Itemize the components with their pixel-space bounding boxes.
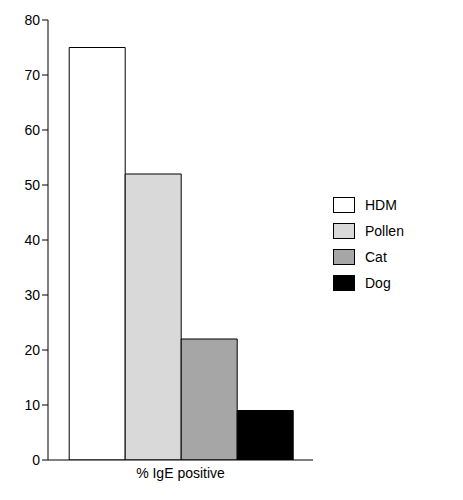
svg-text:60: 60	[24, 122, 40, 138]
html-text:HDM: HDM	[365, 197, 397, 213]
svg-text:40: 40	[24, 232, 40, 248]
svg-text:30: 30	[24, 287, 40, 303]
html-text:Cat: Cat	[365, 249, 387, 265]
svg-text:20: 20	[24, 342, 40, 358]
svg-text:50: 50	[24, 177, 40, 193]
svg-text:80: 80	[24, 12, 40, 28]
html-text:Pollen: Pollen	[365, 223, 404, 239]
svg-text:0: 0	[32, 452, 40, 468]
html-text:Dog: Dog	[365, 275, 391, 291]
svg-text:70: 70	[24, 67, 40, 83]
svg-text:% IgE positive: % IgE positive	[136, 465, 225, 481]
svg-text:10: 10	[24, 397, 40, 413]
